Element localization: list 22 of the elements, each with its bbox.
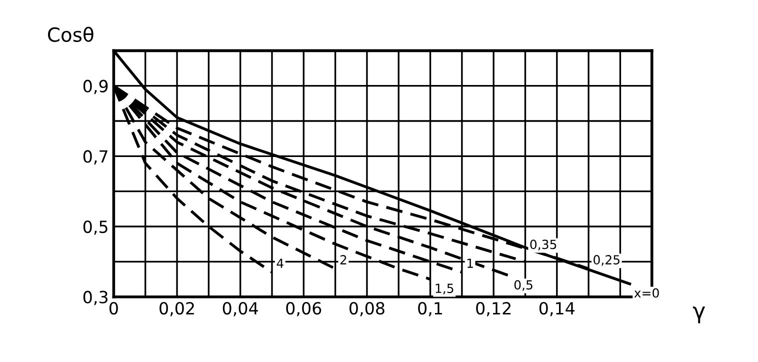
- series-label: 0,25: [594, 255, 620, 266]
- y-tick-label: 0,3: [83, 290, 108, 306]
- y-axis-title: Cosθ: [48, 26, 94, 42]
- x-axis-title: γ: [692, 306, 706, 324]
- series-label: 2: [340, 255, 346, 264]
- y-tick-label: 0,9: [83, 80, 108, 94]
- x-tick-label: 0: [109, 302, 118, 315]
- series-label: 4: [276, 258, 284, 268]
- series-label: 0,5: [514, 280, 532, 291]
- x-tick-label: 0,04: [222, 302, 258, 316]
- x-tick-label: 0,14: [539, 302, 575, 316]
- x-tick-label: 0,08: [350, 302, 384, 316]
- series-label: 0,35: [530, 240, 556, 250]
- series-label: x=0: [634, 288, 659, 298]
- x-tick-label: 0,06: [286, 302, 322, 316]
- x-tick-label: 0,12: [476, 302, 510, 316]
- y-tick-label: 0,5: [83, 220, 108, 235]
- y-tick-label: 0,7: [83, 150, 108, 164]
- series-label: 1,5: [436, 284, 454, 294]
- series-label: 1: [467, 258, 473, 268]
- x-tick-label: 0,1: [418, 302, 442, 316]
- x-tick-label: 0,02: [160, 302, 194, 316]
